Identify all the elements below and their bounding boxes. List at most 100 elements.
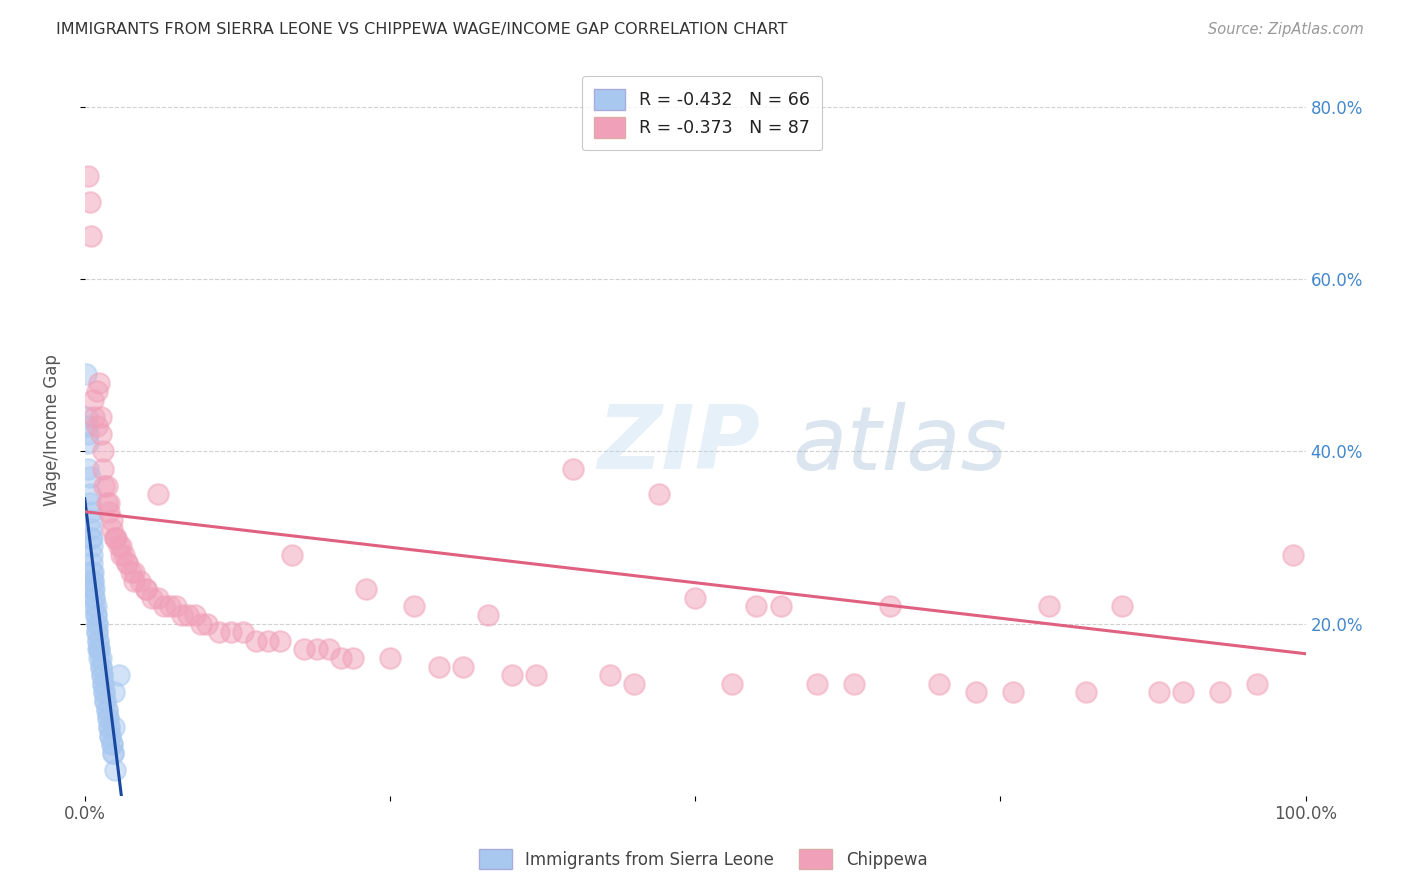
Point [77, 435, 100, 450]
Point [219, 625, 242, 640]
Point [1147, 685, 1170, 699]
Text: ZIP: ZIP [598, 401, 761, 488]
Point [1209, 685, 1232, 699]
Point [93, 685, 115, 699]
Point [1001, 685, 1024, 699]
Point [879, 599, 901, 614]
Point [94, 694, 117, 708]
Point [80, 531, 103, 545]
Point [103, 720, 125, 734]
Point [80, 557, 103, 571]
Point [98, 729, 121, 743]
Point [82, 392, 104, 407]
Point [84, 599, 107, 614]
Point [96, 479, 118, 493]
Point [80, 505, 103, 519]
Point [90, 668, 112, 682]
Point [305, 642, 328, 657]
Point [91, 677, 114, 691]
Point [84, 607, 107, 622]
Point [86, 625, 108, 640]
Point [110, 548, 132, 562]
Point [89, 642, 111, 657]
Point [80, 565, 103, 579]
Point [153, 599, 176, 614]
Point [165, 599, 187, 614]
Point [84, 607, 107, 622]
Point [318, 642, 340, 657]
Point [79, 496, 101, 510]
Point [269, 633, 291, 648]
Point [1038, 599, 1060, 614]
Point [354, 582, 377, 596]
Point [82, 565, 104, 579]
Point [177, 607, 200, 622]
Point [80, 513, 103, 527]
Point [90, 668, 112, 682]
Point [117, 557, 139, 571]
Point [90, 409, 112, 424]
Point [146, 591, 169, 605]
Point [93, 685, 115, 699]
Point [86, 384, 108, 399]
Point [159, 599, 181, 614]
Point [77, 169, 100, 183]
Point [79, 194, 101, 209]
Point [120, 565, 142, 579]
Point [112, 548, 135, 562]
Point [94, 694, 117, 708]
Point [128, 574, 150, 588]
Point [83, 582, 105, 596]
Point [86, 418, 108, 433]
Point [83, 409, 105, 424]
Point [342, 651, 364, 665]
Point [91, 677, 114, 691]
Point [172, 607, 194, 622]
Point [599, 668, 621, 682]
Point [82, 574, 104, 588]
Point [83, 591, 105, 605]
Text: atlas: atlas [793, 401, 1008, 488]
Point [135, 582, 157, 596]
Point [98, 505, 121, 519]
Point [89, 651, 111, 665]
Point [90, 659, 112, 673]
Point [82, 582, 104, 596]
Point [105, 531, 128, 545]
Point [623, 677, 645, 691]
Point [75, 367, 97, 381]
Point [245, 633, 267, 648]
Point [330, 651, 353, 665]
Point [404, 599, 426, 614]
Point [117, 557, 139, 571]
Point [89, 642, 111, 657]
Point [232, 625, 254, 640]
Point [104, 531, 127, 545]
Point [647, 487, 669, 501]
Point [108, 668, 131, 682]
Point [87, 633, 110, 648]
Point [80, 548, 103, 562]
Point [720, 677, 742, 691]
Point [1173, 685, 1195, 699]
Legend: R = -0.432   N = 66, R = -0.373   N = 87: R = -0.432 N = 66, R = -0.373 N = 87 [582, 77, 823, 150]
Point [501, 668, 523, 682]
Point [451, 659, 474, 673]
Point [98, 496, 121, 510]
Point [86, 616, 108, 631]
Point [87, 642, 110, 657]
Point [100, 737, 122, 751]
Point [96, 703, 118, 717]
Point [80, 229, 103, 244]
Point [122, 574, 145, 588]
Point [96, 496, 118, 510]
Point [104, 763, 127, 777]
Point [83, 599, 105, 614]
Point [100, 737, 122, 751]
Point [842, 677, 865, 691]
Point [86, 625, 108, 640]
Point [195, 616, 218, 631]
Point [89, 376, 111, 390]
Point [141, 591, 163, 605]
Point [1282, 548, 1305, 562]
